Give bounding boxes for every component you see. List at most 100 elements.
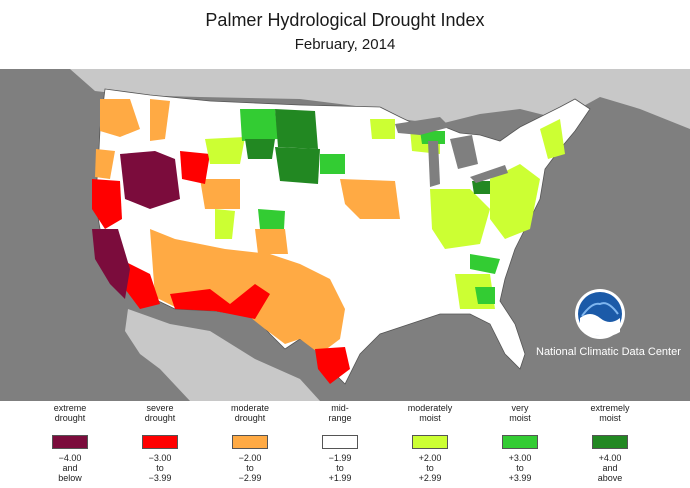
region-s-california bbox=[120, 259, 160, 309]
legend-label-line: extremely bbox=[590, 403, 630, 413]
us-map-svg bbox=[0, 69, 690, 401]
legend-label-line: very bbox=[511, 403, 529, 413]
extremely-moist-regions bbox=[245, 109, 490, 194]
legend-range-line: to bbox=[516, 463, 524, 473]
legend-range-line: −1.99 bbox=[328, 453, 352, 463]
legend-range-line: above bbox=[597, 473, 623, 483]
legend-range-line: and bbox=[602, 463, 618, 473]
legend-item: very moist +3.00 to +3.99 bbox=[475, 403, 565, 483]
legend-label: extremely moist bbox=[565, 403, 655, 433]
very-moist-regions bbox=[240, 109, 500, 304]
legend-label: extreme drought bbox=[25, 403, 115, 433]
legend-range: +4.00 and above bbox=[565, 453, 655, 483]
legend-label-line: drought bbox=[234, 413, 266, 423]
legend-range-line: +3.00 bbox=[508, 453, 532, 463]
region-wisconsin bbox=[420, 131, 445, 144]
mexico-land bbox=[125, 309, 320, 401]
severe-drought-regions bbox=[92, 151, 350, 384]
extreme-drought-regions bbox=[92, 151, 180, 299]
legend-label-line: drought bbox=[54, 413, 86, 423]
lake-erie bbox=[470, 165, 508, 183]
legend-label-line: extreme bbox=[53, 403, 87, 413]
lake-michigan bbox=[428, 141, 440, 187]
legend-swatch bbox=[52, 435, 88, 449]
legend-swatch bbox=[322, 435, 358, 449]
legend-item: moderately moist +2.00 to +2.99 bbox=[385, 403, 475, 483]
legend-swatch bbox=[412, 435, 448, 449]
legend-swatch bbox=[142, 435, 178, 449]
region-ohio-n bbox=[472, 181, 490, 194]
region-california-central bbox=[92, 229, 130, 299]
legend-label-line: moderately bbox=[407, 403, 453, 413]
legend-item: mid-range −1.99 to +1.99 bbox=[295, 403, 385, 483]
region-utah-sw bbox=[215, 209, 235, 239]
legend-range-line: +2.00 bbox=[418, 453, 442, 463]
legend-range: −4.00 and below bbox=[25, 453, 115, 483]
legend-range: −2.00 to −2.99 bbox=[205, 453, 295, 483]
legend-range-line: to bbox=[426, 463, 434, 473]
legend-range-line: to bbox=[156, 463, 164, 473]
noaa-logo-icon bbox=[575, 289, 625, 339]
legend-label: severe drought bbox=[115, 403, 205, 433]
drought-map bbox=[0, 69, 690, 401]
legend-range-line: to bbox=[336, 463, 344, 473]
region-tennessee bbox=[470, 254, 500, 274]
lake-huron bbox=[450, 135, 478, 169]
legend-swatch bbox=[232, 435, 268, 449]
legend-range-line: to bbox=[246, 463, 254, 473]
legend-label-line: drought bbox=[144, 413, 176, 423]
region-iowa bbox=[340, 179, 400, 219]
region-nevada bbox=[120, 151, 180, 209]
region-montana-e bbox=[245, 139, 275, 159]
legend-label: moderate drought bbox=[205, 403, 295, 433]
legend-swatch bbox=[502, 435, 538, 449]
legend-range-line: +1.99 bbox=[328, 473, 352, 483]
legend-range-line: −2.99 bbox=[238, 473, 262, 483]
region-oregon-coast bbox=[95, 149, 115, 179]
legend-range: +2.00 to +2.99 bbox=[385, 453, 475, 483]
map-title: Palmer Hydrological Drought Index bbox=[205, 10, 485, 30]
legend-item: extreme drought −4.00 and below bbox=[25, 403, 115, 483]
legend-item: extremely moist +4.00 and above bbox=[565, 403, 655, 483]
legend-range-line: +2.99 bbox=[418, 473, 442, 483]
legend-item: moderate drought −2.00 to −2.99 bbox=[205, 403, 295, 483]
region-ga-n bbox=[475, 287, 495, 304]
region-n-california bbox=[92, 179, 122, 229]
legend-range-line: and bbox=[62, 463, 78, 473]
legend-range: −3.00 to −3.99 bbox=[115, 453, 205, 483]
region-montana-c bbox=[240, 109, 278, 141]
legend-range-line: −4.00 bbox=[58, 453, 82, 463]
canada-land bbox=[0, 69, 690, 129]
region-mn bbox=[370, 119, 395, 139]
legend-range: +3.00 to +3.99 bbox=[475, 453, 565, 483]
region-dakotas-s bbox=[320, 154, 345, 174]
region-south-dakota bbox=[275, 147, 320, 184]
legend-label: very moist bbox=[475, 403, 565, 433]
great-lakes bbox=[395, 117, 508, 187]
region-new-england bbox=[540, 119, 565, 159]
legend-label-line: moist bbox=[419, 413, 441, 423]
region-wyoming-s bbox=[200, 179, 240, 209]
legend-label: mid-range bbox=[295, 403, 385, 433]
legend: extreme drought −4.00 and below severe drought… bbox=[0, 403, 690, 488]
region-colorado bbox=[255, 229, 288, 254]
region-pacific-nw bbox=[100, 99, 140, 137]
region-north-dakota bbox=[275, 109, 318, 149]
region-colorado-e bbox=[258, 209, 285, 229]
legend-label-line: severe bbox=[146, 403, 174, 413]
map-subtitle: February, 2014 bbox=[294, 36, 396, 53]
legend-label-line: mid- bbox=[331, 403, 349, 413]
legend-swatch bbox=[592, 435, 628, 449]
region-ohio-valley bbox=[430, 189, 490, 249]
ncdc-credit: National Climatic Data Center bbox=[536, 346, 681, 358]
legend-label-line: moist bbox=[599, 413, 621, 423]
region-arizona bbox=[170, 284, 270, 319]
legend-range: −1.99 to +1.99 bbox=[295, 453, 385, 483]
legend-range-line: −2.00 bbox=[238, 453, 262, 463]
legend-range-line: +3.99 bbox=[508, 473, 532, 483]
legend-range-line: +4.00 bbox=[598, 453, 622, 463]
legend-label-line: moderate bbox=[230, 403, 270, 413]
region-montana-w bbox=[205, 137, 245, 164]
legend-range-line: below bbox=[58, 473, 82, 483]
legend-range-line: −3.00 bbox=[148, 453, 172, 463]
